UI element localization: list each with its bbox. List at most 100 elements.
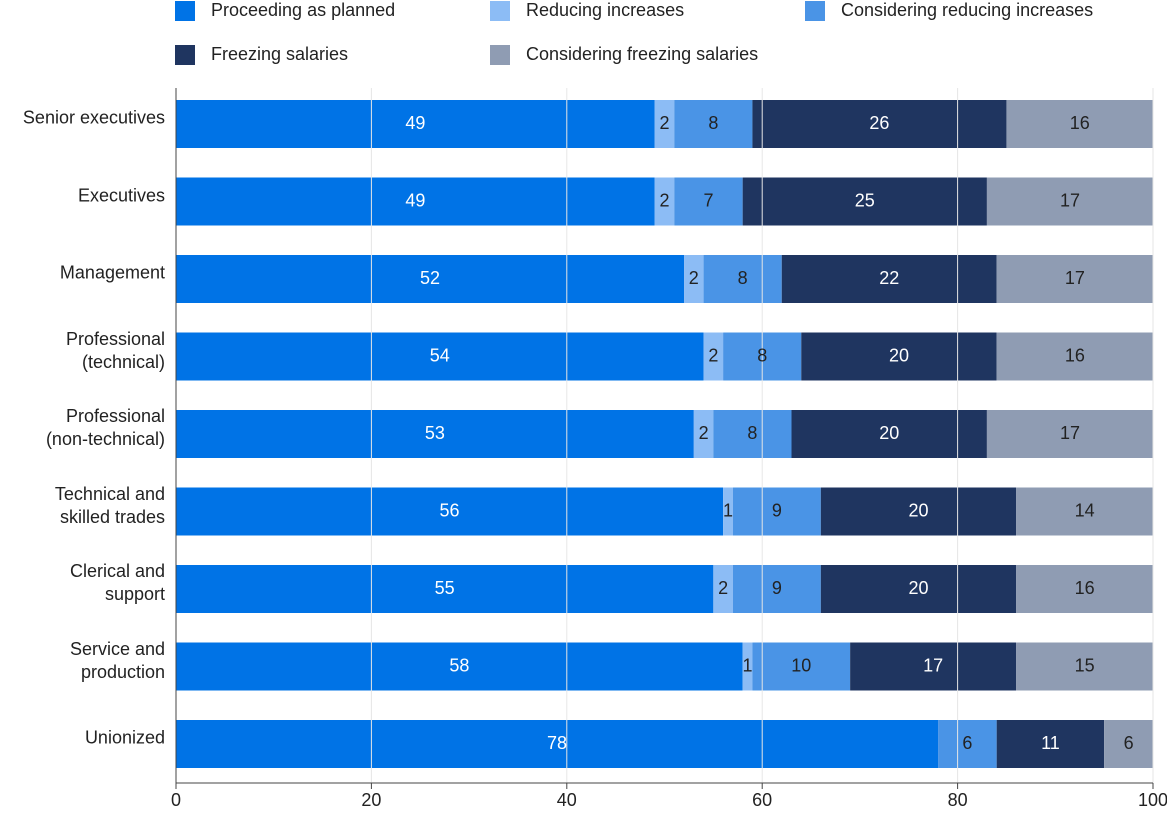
bar-segment	[1016, 565, 1153, 613]
bar-segment	[742, 642, 753, 691]
data-label: 16	[1065, 345, 1085, 365]
legend-label: Considering freezing salaries	[526, 44, 758, 64]
bar-segment	[654, 177, 675, 226]
bar-segment	[1016, 642, 1153, 691]
data-label: 22	[879, 268, 899, 288]
data-label: 56	[440, 500, 460, 520]
x-tick-label: 60	[752, 790, 772, 810]
data-label: 11	[1041, 733, 1060, 753]
x-tick-label: 0	[171, 790, 181, 810]
data-label: 78	[547, 733, 567, 753]
bar-segment	[996, 255, 1153, 303]
y-tick-label: Unionized	[84, 727, 165, 748]
data-label: 20	[889, 345, 909, 365]
bar-segment	[752, 642, 851, 691]
data-label: 2	[689, 268, 699, 288]
data-label: 15	[1075, 655, 1095, 675]
bar-segment	[850, 642, 1017, 691]
data-label: 17	[1065, 268, 1085, 288]
bar-segment	[938, 720, 997, 768]
data-label: 52	[420, 268, 440, 288]
data-label: 49	[405, 113, 425, 133]
y-tick-label: Senior executives	[22, 107, 165, 128]
data-label: 2	[718, 578, 728, 598]
data-label: 1	[743, 655, 753, 675]
bar-segment	[996, 720, 1105, 768]
data-label: 53	[425, 423, 445, 443]
legend-swatch	[490, 45, 510, 65]
data-label: 17	[1060, 190, 1080, 210]
bar-segment	[1016, 487, 1153, 536]
data-label: 10	[791, 655, 811, 675]
y-tick-label: Executives	[77, 185, 165, 205]
bar-segment	[176, 410, 694, 458]
data-label: 6	[962, 733, 972, 753]
bar-segment	[713, 565, 733, 613]
data-label: 2	[708, 345, 718, 365]
bar-segment	[996, 332, 1153, 381]
bar-segment	[176, 642, 743, 691]
bar-segment	[752, 100, 1007, 148]
data-label: 20	[909, 500, 929, 520]
x-tick-label: 20	[361, 790, 381, 810]
bar-segment	[674, 100, 753, 148]
data-label: 25	[855, 190, 875, 210]
legend-label: Freezing salaries	[211, 44, 348, 64]
data-label: 9	[772, 578, 782, 598]
data-label: 8	[708, 113, 718, 133]
data-label: 2	[659, 113, 669, 133]
legend-label: Considering reducing increases	[841, 0, 1093, 20]
bar-segment	[176, 565, 714, 613]
data-label: 49	[405, 190, 425, 210]
bar-segment	[742, 177, 987, 226]
bar-segment	[703, 255, 782, 303]
data-label: 2	[659, 190, 669, 210]
data-label: 8	[757, 345, 767, 365]
x-tick-label: 80	[948, 790, 968, 810]
bar-segment	[723, 487, 733, 536]
legend-swatch	[175, 45, 195, 65]
y-tick-label: Technical and skilled trades	[54, 483, 165, 527]
data-label: 16	[1075, 578, 1095, 598]
bar-segment	[820, 487, 1017, 536]
bar-segment	[791, 410, 987, 458]
bar-segment	[684, 255, 704, 303]
bar-segment	[713, 410, 792, 458]
y-tick-label: Management	[59, 262, 165, 283]
data-label: 14	[1075, 500, 1095, 520]
bar-segment	[176, 487, 724, 536]
bar-segment	[732, 487, 821, 536]
bar-segment	[801, 332, 997, 381]
data-label: 17	[923, 655, 943, 675]
y-tick-label: Professional (technical)	[65, 328, 165, 372]
bar-segment	[176, 100, 655, 148]
bar-segment	[703, 332, 724, 381]
legend-swatch	[490, 1, 510, 21]
y-tick-label: Service and production	[69, 638, 165, 682]
data-label: 20	[909, 578, 929, 598]
data-label: 8	[738, 268, 748, 288]
data-label: 58	[449, 655, 469, 675]
legend-swatch	[805, 1, 825, 21]
bar-segment	[176, 177, 655, 226]
bar-segment	[176, 332, 704, 381]
bar-segment	[176, 255, 685, 303]
y-tick-label: Clerical and support	[69, 561, 165, 604]
legend-swatch	[175, 1, 195, 21]
bar-segment	[781, 255, 997, 303]
data-label: 54	[430, 345, 450, 365]
bar-segment	[986, 177, 1153, 226]
legend-label: Proceeding as planned	[211, 0, 395, 20]
data-label: 8	[747, 423, 757, 443]
x-tick-label: 100	[1138, 790, 1167, 810]
bar-segment	[654, 100, 675, 148]
x-tick-label: 40	[557, 790, 577, 810]
legend-label: Reducing increases	[526, 0, 684, 20]
data-label: 26	[869, 113, 889, 133]
data-label: 6	[1124, 733, 1134, 753]
bar-segment	[986, 410, 1153, 458]
data-label: 7	[703, 190, 713, 210]
data-label: 17	[1060, 423, 1080, 443]
data-label: 20	[879, 423, 899, 443]
